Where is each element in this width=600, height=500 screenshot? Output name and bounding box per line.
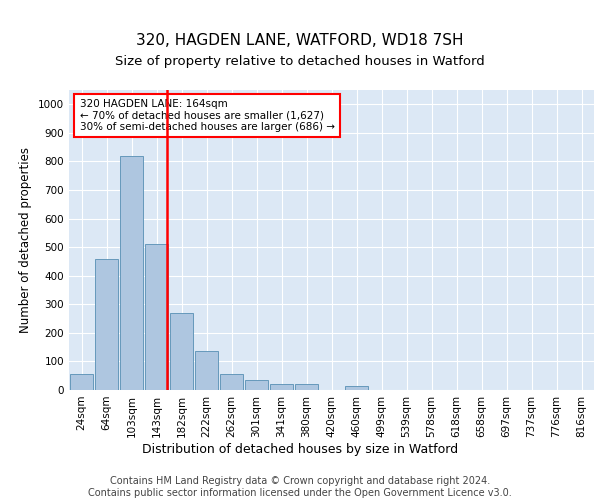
Text: 320, HAGDEN LANE, WATFORD, WD18 7SH: 320, HAGDEN LANE, WATFORD, WD18 7SH	[136, 32, 464, 48]
Text: 320 HAGDEN LANE: 164sqm
← 70% of detached houses are smaller (1,627)
30% of semi: 320 HAGDEN LANE: 164sqm ← 70% of detache…	[79, 99, 335, 132]
Bar	[70, 374, 93, 390]
Bar	[245, 380, 268, 390]
Bar	[220, 374, 243, 390]
Bar	[95, 258, 118, 390]
Bar	[120, 156, 143, 390]
Bar	[170, 313, 193, 390]
Bar	[195, 352, 218, 390]
Bar	[295, 384, 318, 390]
Y-axis label: Number of detached properties: Number of detached properties	[19, 147, 32, 333]
Bar	[345, 386, 368, 390]
Text: Size of property relative to detached houses in Watford: Size of property relative to detached ho…	[115, 54, 485, 68]
Text: Contains HM Land Registry data © Crown copyright and database right 2024.
Contai: Contains HM Land Registry data © Crown c…	[88, 476, 512, 498]
Text: Distribution of detached houses by size in Watford: Distribution of detached houses by size …	[142, 442, 458, 456]
Bar	[145, 244, 168, 390]
Bar	[270, 384, 293, 390]
